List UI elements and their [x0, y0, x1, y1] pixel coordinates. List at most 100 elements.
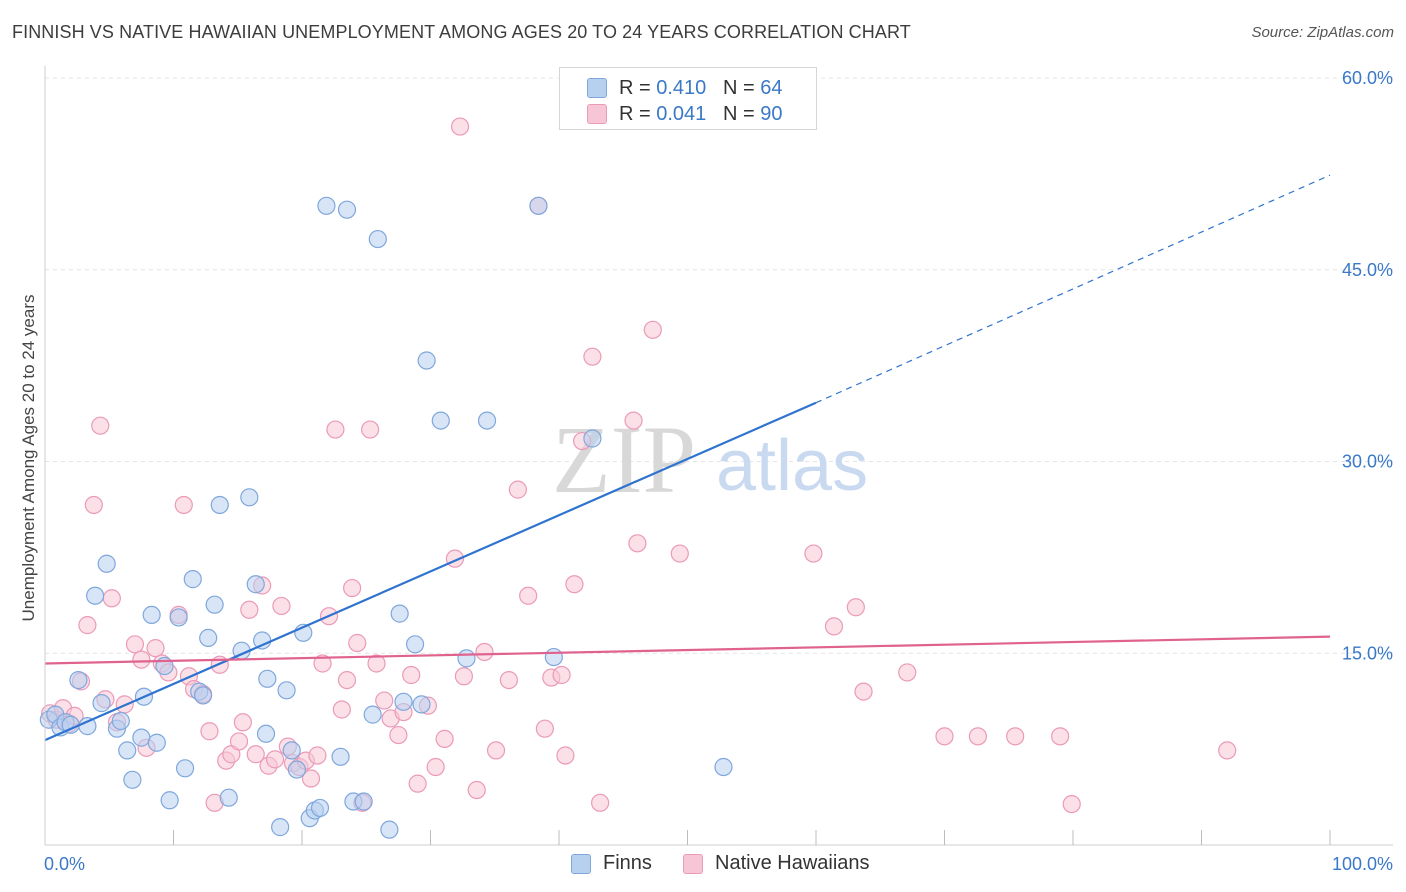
y-tick-label: 45.0% — [1342, 260, 1393, 280]
trend-lines — [44, 174, 1331, 742]
native-hawaiians-point — [408, 774, 427, 793]
native-hawaiians-point — [343, 578, 362, 598]
native-hawaiians-point — [1051, 727, 1070, 746]
native-hawaiians-point — [552, 665, 571, 685]
legend-r-label: R = — [619, 103, 657, 125]
finns-swatch — [571, 854, 591, 874]
finns-trend-extension — [815, 174, 1331, 404]
x-tick-label-max: 100.0% — [1332, 854, 1393, 874]
finns-point — [142, 605, 161, 625]
finns-point — [287, 760, 306, 779]
finns-point — [277, 681, 296, 700]
native-hawaiians-point — [91, 416, 110, 435]
finns-point — [412, 695, 431, 714]
finns-point — [317, 196, 336, 215]
finns-point — [132, 728, 151, 747]
native-hawaiians-point — [402, 665, 421, 685]
native-hawaiians-point — [1006, 727, 1025, 746]
finns-point — [219, 788, 238, 807]
native-hawaiians-point — [200, 722, 219, 741]
native-hawaiians-point — [308, 746, 327, 765]
native-hawaiians-point — [519, 586, 538, 605]
finns-point — [368, 229, 387, 249]
finns-point — [380, 820, 399, 839]
native-hawaiians-point — [84, 495, 103, 515]
native-hawaiians-point — [508, 480, 527, 499]
finns-point — [363, 705, 382, 724]
grid-lines — [45, 77, 1393, 654]
native-hawaiians-point — [591, 793, 610, 812]
native-hawaiians-point — [1062, 794, 1081, 814]
native-hawaiians-point — [565, 575, 584, 594]
finns-point — [529, 196, 548, 215]
legend-r-label: R = — [619, 77, 657, 99]
finns-point — [86, 586, 105, 605]
finns-point — [477, 411, 497, 430]
finns-point — [205, 595, 224, 614]
y-axis-label: Unemployment Among Ages 20 to 24 years — [19, 295, 38, 622]
native-hawaiians-point — [935, 727, 954, 746]
finns-point — [431, 411, 450, 430]
native-hawaiians-point — [125, 635, 145, 654]
native-hawaiians-point — [348, 633, 367, 653]
y-tick-labels: 15.0% 30.0% 45.0% 60.0% — [1342, 68, 1393, 663]
native-hawaiians-point — [326, 420, 345, 439]
native-hawaiians-point — [556, 746, 575, 765]
native-hawaiians-point — [467, 780, 486, 800]
native-hawaiians-point — [535, 719, 554, 738]
finns-point — [405, 635, 425, 654]
y-tick-label: 60.0% — [1342, 68, 1393, 88]
finns-point — [160, 791, 179, 810]
native-hawaiians-point — [499, 670, 518, 690]
finns-point — [193, 686, 213, 705]
native-hawaiians-point — [272, 596, 291, 616]
finns-point — [111, 711, 130, 731]
native-hawaiians-point — [337, 670, 357, 690]
finns-point — [390, 604, 409, 623]
finns-point — [394, 692, 413, 711]
native-hawaiians-point — [1218, 741, 1237, 760]
watermark-zip: ZIP — [552, 406, 696, 513]
axes — [44, 66, 1393, 846]
finns-trend-line — [44, 401, 817, 742]
y-tick-label: 15.0% — [1342, 643, 1393, 663]
native-hawaiians-point — [643, 320, 662, 339]
native-hawaiians-point — [375, 691, 394, 710]
native-hawaiians-legend-label: Native Hawaiians — [715, 852, 870, 874]
native-hawaiians-point — [332, 700, 351, 719]
native-hawaiians-point — [78, 616, 97, 635]
finns-point — [123, 770, 142, 789]
native-hawaiians-point — [804, 544, 823, 563]
legend-n-label: N = — [722, 103, 761, 125]
watermark-atlas: atlas — [716, 426, 868, 506]
native-hawaiians-point — [313, 654, 332, 673]
finns-point — [354, 792, 373, 811]
finns-point — [92, 694, 111, 713]
native-hawaiians-point — [968, 727, 988, 746]
native-hawaiians-point — [102, 589, 121, 608]
legend-r-value: 0.041 — [656, 103, 707, 125]
finns-point — [331, 747, 350, 766]
finns-point — [544, 647, 563, 667]
native-hawaiians-trend-line — [44, 635, 1331, 665]
native-hawaiians-point — [361, 420, 380, 439]
finns-point — [253, 631, 272, 650]
native-hawaiians-swatch — [683, 854, 703, 874]
native-hawaiians-point — [301, 769, 321, 788]
finns-point — [258, 669, 277, 688]
native-hawaiians-point — [854, 682, 873, 701]
finns-point — [147, 733, 166, 752]
finns-point — [310, 798, 330, 818]
chart-title: FINNISH VS NATIVE HAWAIIAN UNEMPLOYMENT … — [12, 22, 911, 42]
native-hawaiians-point — [146, 639, 165, 658]
native-hawaiians-point — [486, 741, 506, 760]
native-hawaiians-point — [475, 642, 494, 662]
finns-legend-label: Finns — [603, 852, 652, 874]
finns-point — [583, 429, 602, 448]
native-hawaiians-point — [367, 654, 386, 673]
native-hawaiians-point — [450, 117, 470, 136]
x-tick-label-min: 0.0% — [44, 854, 85, 874]
native-hawaiians-point — [898, 663, 917, 682]
finns-point — [169, 608, 188, 627]
